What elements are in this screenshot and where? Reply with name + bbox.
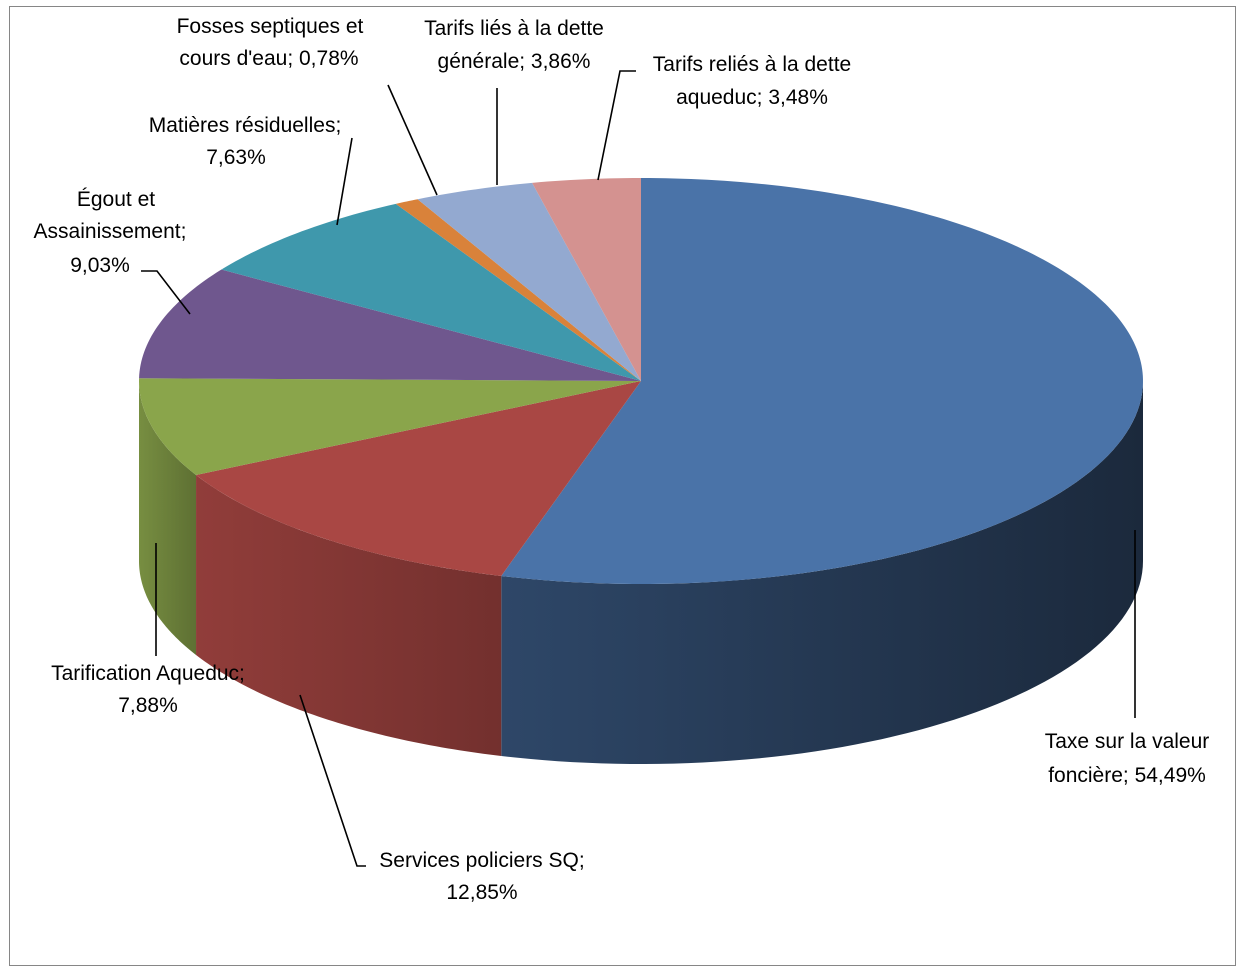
data-label-3-line-1: Assainissement;: [34, 220, 187, 243]
data-label-1-line-0: Services policiers SQ;: [379, 849, 584, 872]
pie-side-2: [139, 381, 197, 655]
pie-slice-5: [395, 199, 641, 381]
data-label-0-line-0: Taxe sur la valeur: [1045, 730, 1210, 753]
leader-line-5: [387, 84, 438, 196]
data-label-2-line-1: 7,88%: [118, 694, 178, 717]
leader-lines: [141, 70, 1136, 867]
leader-line-1: [299, 694, 366, 867]
pie-slice-4: [221, 203, 642, 381]
data-label-6-line-1: générale; 3,86%: [438, 50, 591, 73]
data-label-2: Tarification Aqueduc; 7,88%: [51, 662, 245, 717]
data-label-5-line-0: Fosses septiques et: [177, 15, 364, 38]
pie-slice-1: [196, 381, 641, 576]
data-label-2-line-0: Tarification Aqueduc;: [51, 662, 245, 685]
data-label-4: Matières résiduelles; 7,63%: [149, 114, 342, 169]
data-label-1-line-1: 12,85%: [446, 881, 517, 904]
data-label-7: Tarifs reliés à la dette aqueduc; 3,48%: [653, 53, 851, 109]
pie-side-0: [501, 381, 1143, 764]
pie-slice-6: [417, 182, 641, 381]
pie-sides: [139, 381, 1143, 764]
data-label-0: Taxe sur la valeur foncière; 54,49%: [1045, 730, 1210, 787]
data-label-1: Services policiers SQ; 12,85%: [379, 849, 584, 904]
data-labels: Taxe sur la valeur foncière; 54,49% Servic…: [34, 15, 1210, 904]
pie-slice-2: [139, 378, 641, 475]
data-label-3: Égout et Assainissement; 9,03%: [34, 188, 187, 277]
data-label-5: Fosses septiques et cours d'eau; 0,78%: [177, 15, 364, 70]
data-label-6: Tarifs liés à la dette générale; 3,86%: [424, 17, 604, 73]
pie-side-1: [196, 474, 502, 756]
pie-tops: [139, 178, 1143, 584]
data-label-4-line-0: Matières résiduelles;: [149, 114, 342, 137]
leader-line-4: [336, 137, 353, 226]
data-label-4-line-1: 7,63%: [206, 146, 266, 169]
data-label-0-line-1: foncière; 54,49%: [1048, 764, 1206, 787]
data-label-3-line-0: Égout et: [77, 188, 155, 211]
data-label-5-line-1: cours d'eau; 0,78%: [179, 47, 358, 70]
data-label-7-line-1: aqueduc; 3,48%: [676, 86, 828, 109]
pie-slice-3: [139, 269, 642, 381]
leader-line-3: [141, 270, 191, 315]
pie-slice-7: [532, 178, 641, 381]
data-label-6-line-0: Tarifs liés à la dette: [424, 17, 604, 40]
data-label-7-line-0: Tarifs reliés à la dette: [653, 53, 851, 76]
data-label-3-line-2: 9,03%: [70, 254, 130, 277]
leader-line-7: [597, 70, 636, 181]
pie-slice-0: [501, 178, 1143, 584]
